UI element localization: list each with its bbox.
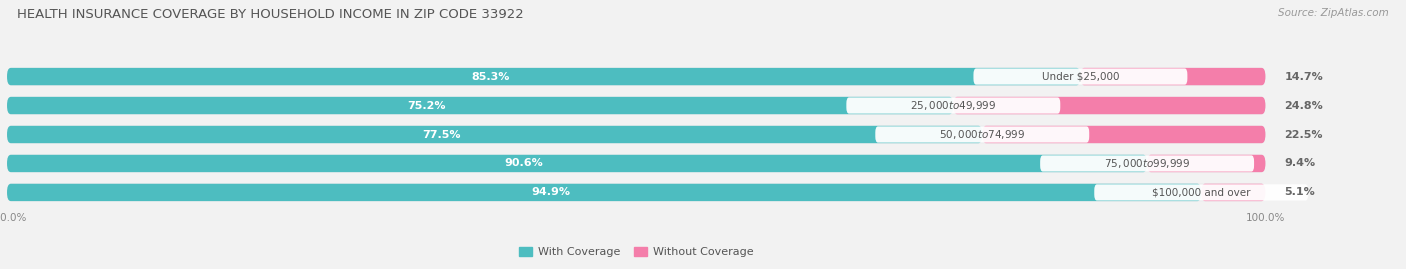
- FancyBboxPatch shape: [7, 97, 953, 114]
- FancyBboxPatch shape: [1201, 184, 1265, 201]
- FancyBboxPatch shape: [876, 126, 1090, 143]
- FancyBboxPatch shape: [7, 155, 1265, 172]
- FancyBboxPatch shape: [7, 126, 983, 143]
- FancyBboxPatch shape: [973, 68, 1188, 85]
- FancyBboxPatch shape: [7, 126, 1265, 143]
- Text: $25,000 to $49,999: $25,000 to $49,999: [910, 99, 997, 112]
- Text: Source: ZipAtlas.com: Source: ZipAtlas.com: [1278, 8, 1389, 18]
- Text: 5.1%: 5.1%: [1284, 187, 1315, 197]
- Text: 85.3%: 85.3%: [471, 72, 509, 82]
- Text: 22.5%: 22.5%: [1284, 129, 1323, 140]
- Legend: With Coverage, Without Coverage: With Coverage, Without Coverage: [515, 242, 758, 261]
- Text: $100,000 and over: $100,000 and over: [1152, 187, 1250, 197]
- FancyBboxPatch shape: [7, 184, 1265, 201]
- FancyBboxPatch shape: [983, 126, 1265, 143]
- FancyBboxPatch shape: [846, 97, 1060, 114]
- Text: 77.5%: 77.5%: [422, 129, 460, 140]
- FancyBboxPatch shape: [1147, 155, 1265, 172]
- Text: $50,000 to $74,999: $50,000 to $74,999: [939, 128, 1025, 141]
- FancyBboxPatch shape: [7, 155, 1147, 172]
- FancyBboxPatch shape: [7, 68, 1080, 85]
- Text: HEALTH INSURANCE COVERAGE BY HOUSEHOLD INCOME IN ZIP CODE 33922: HEALTH INSURANCE COVERAGE BY HOUSEHOLD I…: [17, 8, 523, 21]
- FancyBboxPatch shape: [1094, 184, 1308, 201]
- Text: 75.2%: 75.2%: [408, 101, 446, 111]
- FancyBboxPatch shape: [953, 97, 1265, 114]
- FancyBboxPatch shape: [1040, 155, 1254, 172]
- FancyBboxPatch shape: [7, 97, 1265, 114]
- FancyBboxPatch shape: [7, 68, 1265, 85]
- FancyBboxPatch shape: [1080, 68, 1265, 85]
- Text: $75,000 to $99,999: $75,000 to $99,999: [1104, 157, 1191, 170]
- Text: 94.9%: 94.9%: [531, 187, 571, 197]
- Text: Under $25,000: Under $25,000: [1042, 72, 1119, 82]
- Text: 90.6%: 90.6%: [505, 158, 543, 168]
- Text: 14.7%: 14.7%: [1284, 72, 1323, 82]
- Text: 24.8%: 24.8%: [1284, 101, 1323, 111]
- FancyBboxPatch shape: [7, 184, 1201, 201]
- Text: 9.4%: 9.4%: [1284, 158, 1316, 168]
